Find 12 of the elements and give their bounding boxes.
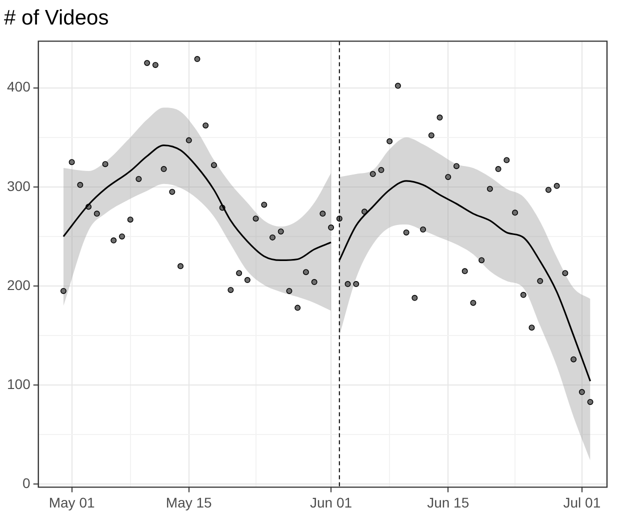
line-series (62, 144, 332, 262)
y-tick-label: 400 (7, 78, 31, 95)
x-tick-label: Jun 15 (427, 494, 470, 510)
chart-title: # of Videos (4, 6, 109, 30)
y-tick-label: 300 (7, 178, 31, 194)
y-tick-label: 0 (22, 475, 31, 492)
y-tick-label: 200 (7, 276, 31, 293)
x-tick-label: Jun 01 (310, 494, 352, 510)
x-tick-label: May 01 (48, 494, 95, 510)
y-tick-label: 100 (7, 376, 31, 392)
x-tick-label: Jul 01 (563, 494, 601, 510)
x-tick-label: May 15 (166, 494, 212, 510)
